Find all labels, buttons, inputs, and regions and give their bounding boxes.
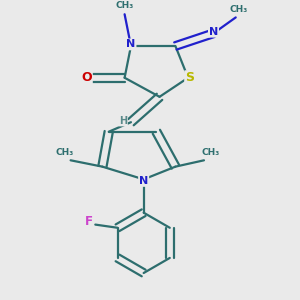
Text: N: N — [139, 176, 148, 186]
Text: N: N — [209, 27, 218, 37]
Text: H: H — [119, 116, 127, 126]
Text: CH₃: CH₃ — [201, 148, 219, 157]
Text: F: F — [85, 215, 93, 228]
Text: CH₃: CH₃ — [230, 5, 248, 14]
Text: CH₃: CH₃ — [116, 1, 134, 10]
Text: N: N — [126, 39, 136, 50]
Text: CH₃: CH₃ — [55, 148, 74, 157]
Text: O: O — [81, 71, 92, 84]
Text: S: S — [185, 71, 194, 84]
